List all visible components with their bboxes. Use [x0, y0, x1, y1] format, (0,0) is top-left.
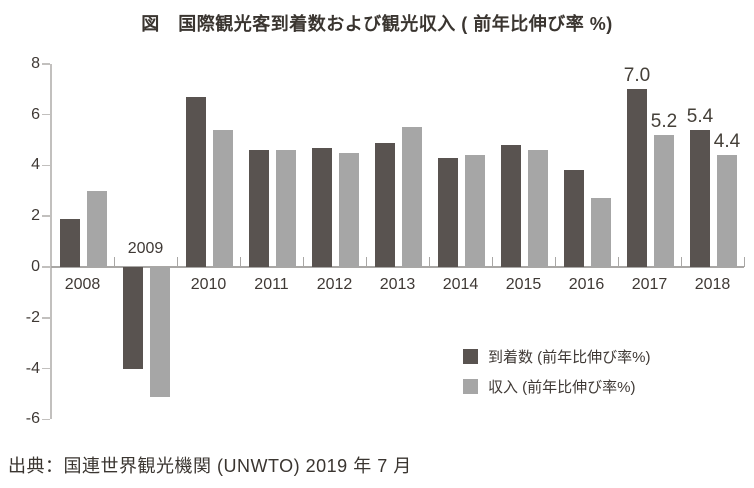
- x-axis-category-label: 2016: [568, 276, 605, 293]
- x-axis-tick: [429, 257, 430, 267]
- x-axis-category-label: 2008: [64, 276, 101, 293]
- x-axis-tick: [177, 257, 178, 267]
- y-axis-tick-label: 0: [31, 258, 40, 275]
- bar-arrivals-2010: [186, 96, 206, 267]
- y-axis-tick-label: 2: [31, 207, 40, 225]
- y-axis-tick-label: -2: [25, 308, 40, 326]
- legend-swatch-receipts-icon: [463, 379, 478, 394]
- y-axis-tick: [42, 164, 50, 167]
- x-axis-tick: [366, 257, 367, 267]
- source-caption: 出典：国連世界観光機関 (UNWTO) 2019 年 7 月: [8, 456, 412, 476]
- legend-label-receipts: 収入 (前年比伸び率%): [488, 379, 636, 396]
- bar-receipts-2017: [654, 134, 674, 267]
- x-axis-category-label: 2013: [379, 276, 416, 293]
- bar-value-label: 4.4: [713, 131, 741, 153]
- bar-arrivals-2008: [60, 218, 80, 267]
- x-axis-line: [51, 266, 744, 268]
- bar-arrivals-2018: [690, 129, 710, 267]
- x-axis-tick: [681, 257, 682, 267]
- y-axis-tick-label: -6: [25, 410, 40, 428]
- chart-title: 図 国際観光客到着数および観光収入 ( 前年比伸び率 %): [141, 14, 613, 34]
- legend-item-arrivals: 到着数 (前年比伸び率%): [463, 346, 651, 367]
- x-axis-category-label: 2011: [254, 276, 289, 293]
- bar-receipts-2009: [150, 267, 170, 397]
- x-axis-category-label: 2018: [694, 276, 731, 293]
- bar-arrivals-2009: [123, 267, 143, 369]
- y-axis-tick-label: -4: [25, 359, 40, 377]
- bar-value-label: 7.0: [623, 65, 651, 87]
- y-axis-tick-label: 6: [31, 105, 40, 123]
- bar-value-label: 5.4: [686, 105, 714, 127]
- bar-receipts-2013: [402, 127, 422, 267]
- x-axis-category-label: 2014: [442, 276, 479, 293]
- y-axis-tick-label: 4: [31, 156, 40, 174]
- bar-receipts-2010: [213, 129, 233, 267]
- y-axis-tick: [42, 113, 50, 116]
- bar-arrivals-2013: [375, 142, 395, 267]
- bar-receipts-2011: [276, 150, 296, 267]
- y-axis-tick-label: 8: [31, 54, 40, 72]
- y-axis-line: [50, 63, 52, 420]
- bar-arrivals-2015: [501, 145, 521, 267]
- bar-arrivals-2017: [627, 89, 647, 267]
- x-axis-category-label: 2010: [190, 276, 227, 293]
- bar-receipts-2015: [528, 150, 548, 267]
- x-axis-tick: [618, 257, 619, 267]
- x-axis-tick: [492, 257, 493, 267]
- legend-swatch-arrivals-icon: [463, 349, 478, 364]
- y-axis-tick: [42, 266, 50, 268]
- x-axis-tick: [240, 257, 241, 267]
- bar-receipts-2016: [591, 198, 611, 267]
- bar-receipts-2014: [465, 155, 485, 267]
- bar-arrivals-2016: [564, 170, 584, 267]
- y-axis-tick: [42, 317, 50, 319]
- x-axis-tick: [744, 257, 745, 267]
- y-axis-tick: [42, 215, 50, 217]
- bar-receipts-2018: [717, 155, 737, 267]
- bar-receipts-2008: [87, 190, 107, 267]
- bar-arrivals-2014: [438, 157, 458, 267]
- y-axis-tick: [42, 367, 50, 370]
- x-axis-category-label: 2012: [316, 276, 353, 293]
- bar-arrivals-2012: [312, 147, 332, 267]
- x-axis-tick: [303, 257, 304, 267]
- y-axis-tick: [42, 418, 50, 421]
- x-axis-category-label: 2009: [127, 240, 164, 257]
- bar-arrivals-2011: [249, 150, 269, 267]
- legend-label-arrivals: 到着数 (前年比伸び率%): [488, 349, 651, 366]
- x-axis-tick: [114, 257, 115, 267]
- x-axis-category-label: 2015: [505, 276, 542, 293]
- legend-item-receipts: 収入 (前年比伸び率%): [463, 376, 636, 397]
- bar-receipts-2012: [339, 152, 359, 267]
- bar-value-label: 5.2: [650, 110, 678, 132]
- x-axis-tick: [555, 257, 556, 267]
- y-axis-tick: [42, 63, 50, 65]
- x-axis-category-label: 2017: [631, 276, 668, 293]
